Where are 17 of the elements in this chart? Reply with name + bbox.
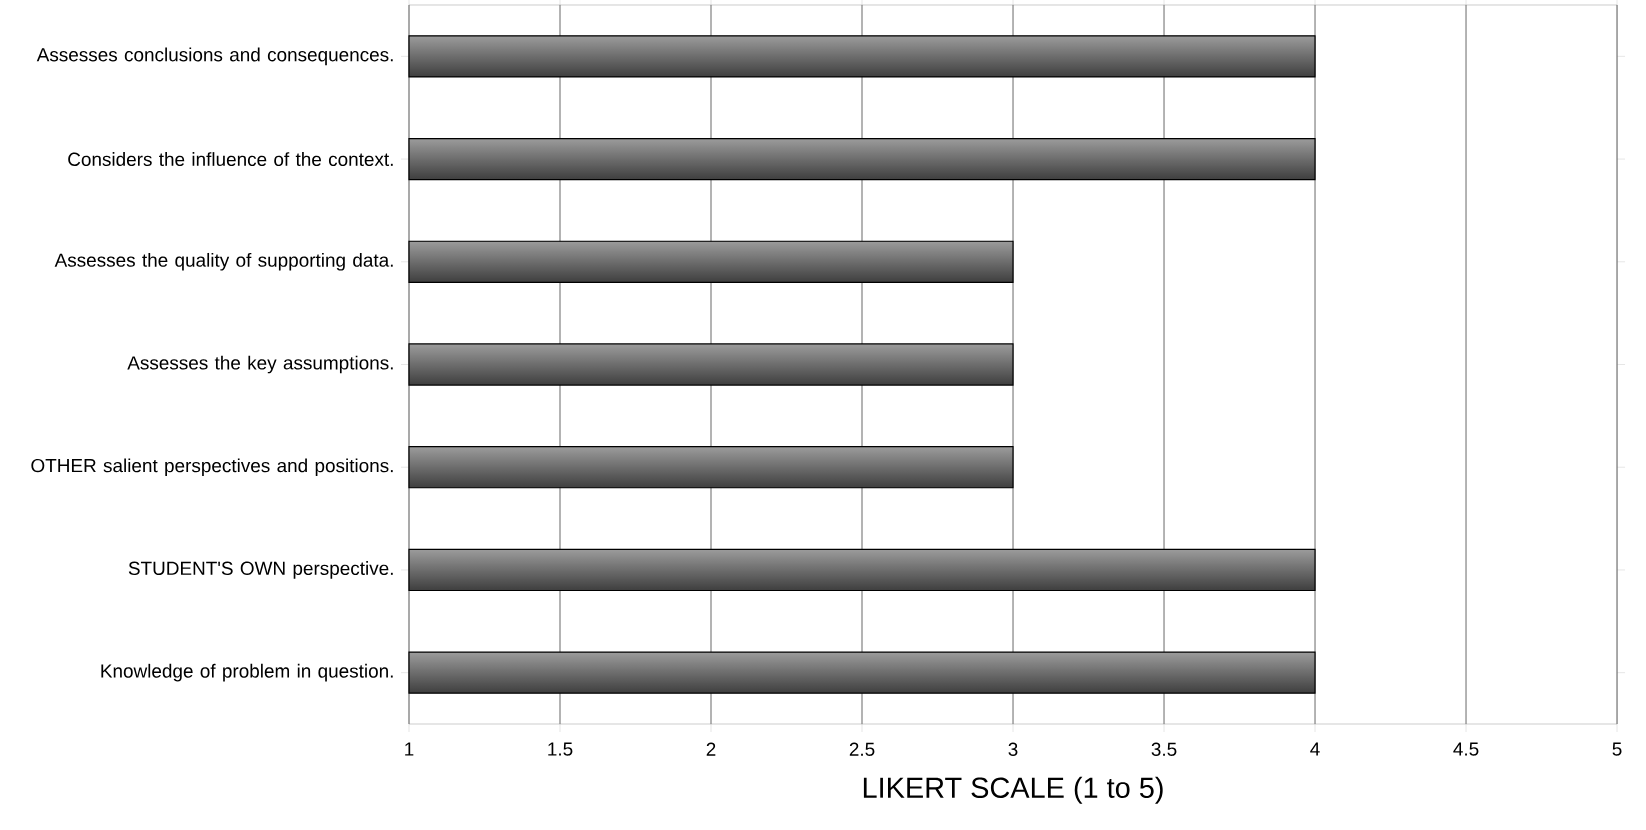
x-tick-label: 3.5 [1151,742,1177,756]
x-tick-label: 1.5 [548,742,573,756]
x-tick-label: 2.5 [849,742,875,756]
x-tick-label: 4 [1310,742,1320,756]
y-tick-label: Knowledge of problem in question. [101,663,393,682]
y-tick-label: STUDENT'S OWN perspective. [128,561,393,579]
y-tick-label: Assesses the quality of supporting data. [54,252,393,271]
y-tick-label: Assesses the key assumptions. [127,355,393,374]
y-tick-label: Considers the influence of the context. [68,152,393,167]
x-tick-label: 4.5 [1453,742,1479,756]
x-tick-label: 2 [706,742,716,756]
x-axis-title: LIKERT SCALE (1 to 5) [863,776,1163,804]
x-tick-label: 5 [1612,742,1622,756]
x-tick-label: 3 [1008,742,1018,756]
y-tick-label: Assesses conclusions and consequences. [36,47,393,66]
x-tick-label: 1 [405,742,414,756]
y-tick-label: OTHER salient perspectives and positions. [31,458,393,477]
